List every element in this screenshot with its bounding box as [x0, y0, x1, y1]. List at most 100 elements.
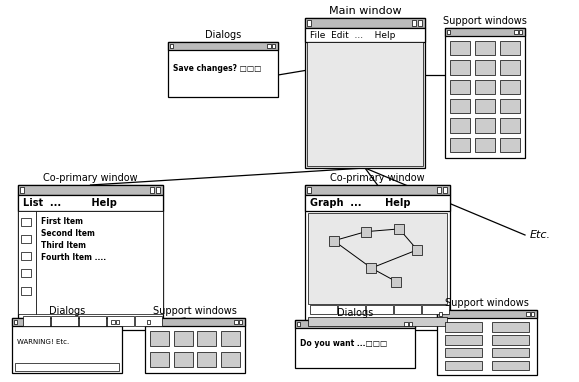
Bar [310, 305, 337, 314]
Bar [295, 320, 415, 368]
Bar [492, 348, 529, 357]
Bar [450, 60, 470, 75]
Text: Second Item: Second Item [41, 229, 95, 238]
Bar [439, 312, 442, 316]
Bar [445, 335, 482, 345]
Bar [500, 118, 519, 133]
Bar [404, 322, 408, 326]
Bar [305, 18, 425, 28]
Bar [308, 317, 447, 326]
Bar [234, 320, 238, 324]
Bar [111, 320, 115, 324]
Bar [308, 213, 447, 304]
Text: Do you want ...□□□: Do you want ...□□□ [300, 340, 387, 348]
Bar [12, 318, 122, 326]
Bar [391, 277, 401, 287]
Bar [447, 30, 450, 34]
Bar [409, 322, 412, 326]
Bar [21, 286, 31, 295]
Text: Support windows: Support windows [153, 306, 237, 316]
Bar [307, 20, 311, 26]
Text: WARNING! Etc.: WARNING! Etc. [17, 340, 69, 345]
Text: Fourth Item ....: Fourth Item .... [41, 253, 106, 262]
Bar [221, 351, 240, 367]
Bar [14, 320, 17, 324]
Bar [150, 187, 155, 193]
Text: Dialogs: Dialogs [49, 306, 85, 316]
Bar [500, 60, 519, 75]
Bar [116, 320, 119, 324]
Text: List  ...         Help: List ... Help [23, 198, 117, 208]
Bar [267, 44, 271, 48]
Bar [500, 41, 519, 55]
Bar [147, 320, 150, 324]
Bar [492, 322, 529, 332]
Bar [305, 185, 450, 195]
Bar [295, 320, 415, 328]
Bar [145, 318, 245, 373]
Text: File  Edit  ...    Help: File Edit ... Help [310, 31, 395, 39]
Bar [272, 44, 275, 48]
Bar [18, 185, 163, 195]
Bar [197, 351, 216, 367]
Text: First Item: First Item [41, 217, 83, 226]
Bar [18, 211, 36, 314]
Bar [307, 187, 311, 193]
Bar [526, 312, 530, 316]
Text: Third Item: Third Item [41, 241, 86, 250]
Bar [422, 305, 449, 314]
Bar [500, 99, 519, 113]
Bar [394, 224, 404, 234]
Bar [12, 318, 122, 373]
Bar [514, 30, 518, 34]
Bar [338, 305, 365, 314]
Bar [475, 79, 495, 94]
Bar [475, 138, 495, 152]
Bar [412, 245, 422, 255]
Bar [168, 42, 278, 97]
Bar [437, 310, 537, 375]
Bar [445, 28, 525, 158]
Bar [145, 318, 245, 326]
Text: Support windows: Support windows [443, 16, 527, 26]
Bar [450, 79, 470, 94]
Bar [366, 305, 393, 314]
Text: Main window: Main window [329, 6, 401, 16]
Text: Co-primary window: Co-primary window [43, 173, 138, 183]
Bar [239, 320, 242, 324]
Bar [530, 312, 534, 316]
Bar [107, 316, 134, 326]
Bar [21, 269, 31, 277]
Bar [475, 60, 495, 75]
Bar [437, 187, 441, 193]
Bar [221, 331, 240, 346]
Bar [442, 187, 447, 193]
Bar [492, 335, 529, 345]
Bar [21, 252, 31, 260]
Bar [23, 316, 50, 326]
Text: Graph  ...       Help: Graph ... Help [310, 198, 411, 208]
Bar [20, 187, 24, 193]
Bar [151, 351, 169, 367]
Bar [305, 18, 425, 168]
Bar [475, 99, 495, 113]
Bar [361, 227, 371, 237]
Bar [445, 28, 525, 36]
Bar [475, 41, 495, 55]
Bar [36, 211, 163, 314]
Bar [475, 118, 495, 133]
Bar [305, 195, 450, 211]
Bar [51, 316, 78, 326]
Text: Etc.: Etc. [530, 230, 551, 240]
Bar [168, 42, 278, 50]
Bar [174, 351, 193, 367]
Bar [305, 185, 450, 330]
Bar [197, 331, 216, 346]
Bar [445, 361, 482, 370]
Bar [445, 348, 482, 357]
Bar [450, 41, 470, 55]
Bar [445, 322, 482, 332]
Bar [156, 187, 160, 193]
Bar [412, 20, 416, 26]
Bar [18, 185, 163, 330]
